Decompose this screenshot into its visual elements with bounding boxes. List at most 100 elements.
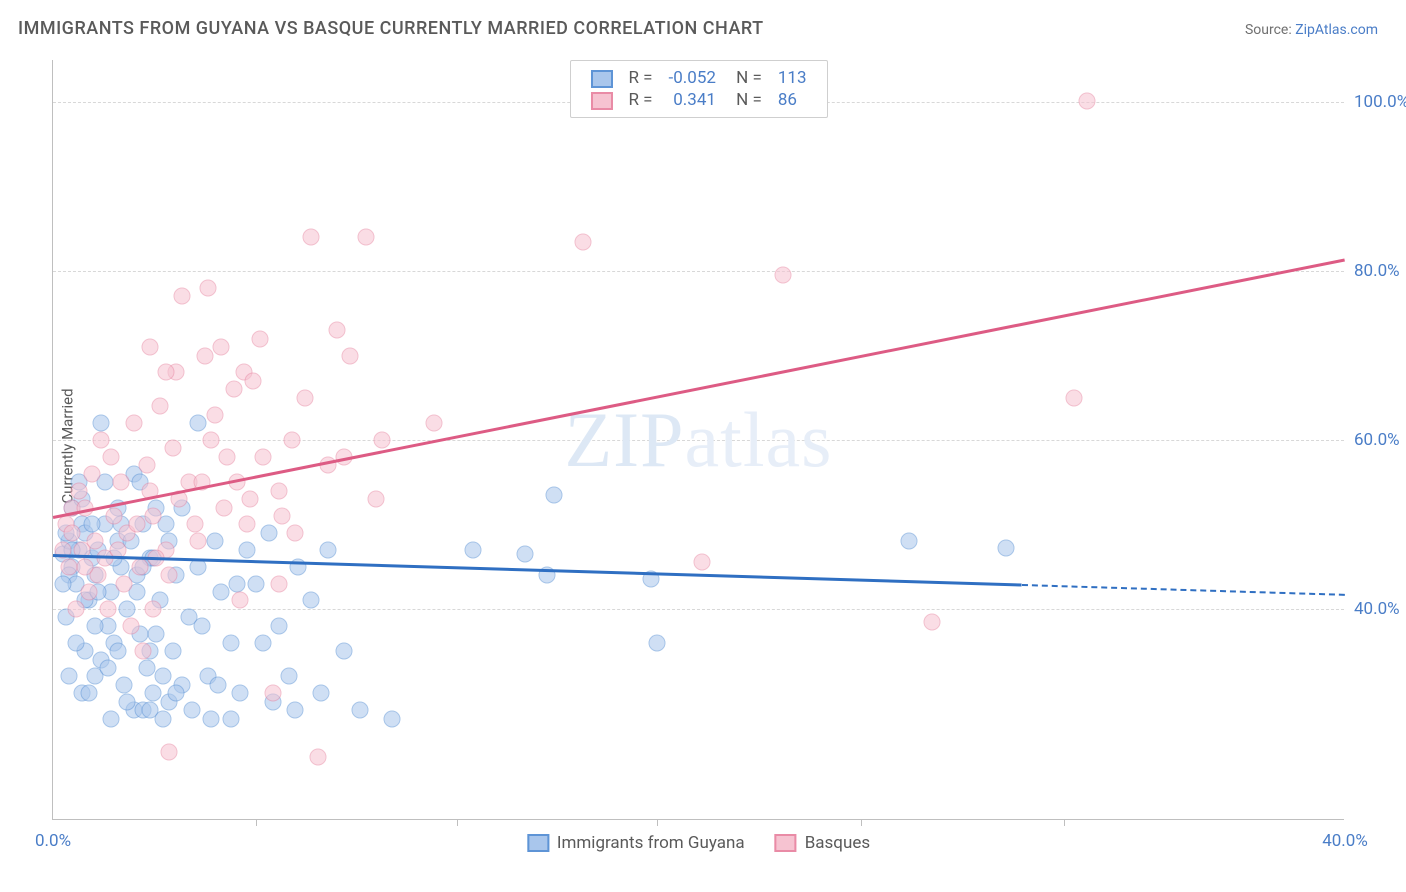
data-point xyxy=(141,339,158,356)
data-point xyxy=(342,347,359,364)
data-point xyxy=(212,339,229,356)
data-point xyxy=(190,533,207,550)
data-point xyxy=(238,541,255,558)
data-point xyxy=(83,516,100,533)
data-point xyxy=(203,432,220,449)
data-point xyxy=(694,554,711,571)
data-point xyxy=(154,668,171,685)
data-point xyxy=(116,575,133,592)
gridline-horizontal xyxy=(53,440,1344,441)
data-point xyxy=(274,508,291,525)
data-point xyxy=(103,710,120,727)
data-point xyxy=(251,330,268,347)
data-point xyxy=(132,558,149,575)
data-point xyxy=(219,448,236,465)
source-prefix: Source: xyxy=(1245,22,1295,38)
legend-row-series-0: R = -0.052 N = 113 xyxy=(582,67,814,89)
data-point xyxy=(426,415,443,432)
data-point xyxy=(183,702,200,719)
x-minor-tick xyxy=(861,819,862,826)
data-point xyxy=(164,440,181,457)
data-point xyxy=(109,643,126,660)
data-point xyxy=(67,600,84,617)
data-point xyxy=(271,482,288,499)
n-label: N = xyxy=(724,67,770,89)
data-point xyxy=(187,516,204,533)
data-point xyxy=(280,668,297,685)
chart-title: IMMIGRANTS FROM GUYANA VS BASQUE CURRENT… xyxy=(18,18,764,39)
correlation-legend: R = -0.052 N = 113 R = 0.341 N = 86 xyxy=(569,60,827,118)
gridline-horizontal xyxy=(53,271,1344,272)
data-point xyxy=(303,592,320,609)
data-point xyxy=(167,685,184,702)
scatter-chart: ZIPatlas R = -0.052 N = 113 R = 0.341 N … xyxy=(52,60,1344,820)
data-point xyxy=(161,744,178,761)
source-link[interactable]: ZipAtlas.com xyxy=(1295,22,1378,38)
data-point xyxy=(138,457,155,474)
data-point xyxy=(232,592,249,609)
data-point xyxy=(54,575,71,592)
n-value-0: 113 xyxy=(770,67,815,89)
data-point xyxy=(997,540,1014,557)
trend-line xyxy=(53,258,1345,518)
swatch-series-1 xyxy=(590,92,612,110)
data-point xyxy=(161,567,178,584)
data-point xyxy=(1065,389,1082,406)
data-point xyxy=(151,398,168,415)
data-point xyxy=(122,617,139,634)
data-point xyxy=(900,533,917,550)
data-point xyxy=(145,685,162,702)
data-point xyxy=(923,613,940,630)
legend-item-1: Basques xyxy=(775,833,870,853)
data-point xyxy=(64,524,81,541)
x-minor-tick xyxy=(457,819,458,826)
data-point xyxy=(99,660,116,677)
data-point xyxy=(374,432,391,449)
swatch-series-1 xyxy=(775,834,797,852)
data-point xyxy=(284,432,301,449)
data-point xyxy=(80,685,97,702)
data-point xyxy=(70,482,87,499)
data-point xyxy=(206,533,223,550)
data-point xyxy=(329,322,346,339)
data-point xyxy=(135,643,152,660)
y-tick-label: 80.0% xyxy=(1354,261,1406,281)
n-value-1: 86 xyxy=(770,89,815,111)
data-point xyxy=(384,710,401,727)
data-point xyxy=(141,702,158,719)
data-point xyxy=(86,617,103,634)
data-point xyxy=(261,524,278,541)
data-point xyxy=(271,617,288,634)
data-point xyxy=(61,558,78,575)
data-point xyxy=(138,660,155,677)
data-point xyxy=(254,634,271,651)
series-legend: Immigrants from Guyana Basques xyxy=(519,833,878,853)
data-point xyxy=(193,617,210,634)
r-label: R = xyxy=(620,89,660,111)
data-point xyxy=(174,288,191,305)
data-point xyxy=(128,516,145,533)
x-minor-tick xyxy=(657,819,658,826)
data-point xyxy=(61,668,78,685)
x-tick-label: 0.0% xyxy=(35,831,71,851)
legend-item-0: Immigrants from Guyana xyxy=(527,833,745,853)
data-point xyxy=(351,702,368,719)
data-point xyxy=(212,584,229,601)
data-point xyxy=(229,575,246,592)
data-point xyxy=(254,448,271,465)
data-point xyxy=(335,643,352,660)
data-point xyxy=(368,491,385,508)
r-value-1: 0.341 xyxy=(661,89,724,111)
data-point xyxy=(80,584,97,601)
y-tick-label: 40.0% xyxy=(1354,599,1406,619)
data-point xyxy=(196,347,213,364)
data-point xyxy=(222,634,239,651)
data-point xyxy=(248,575,265,592)
data-point xyxy=(77,558,94,575)
source-attribution: Source: ZipAtlas.com xyxy=(1245,22,1378,38)
data-point xyxy=(225,381,242,398)
data-point xyxy=(125,415,142,432)
data-point xyxy=(238,516,255,533)
x-tick-label: 40.0% xyxy=(1322,831,1368,851)
data-point xyxy=(148,626,165,643)
